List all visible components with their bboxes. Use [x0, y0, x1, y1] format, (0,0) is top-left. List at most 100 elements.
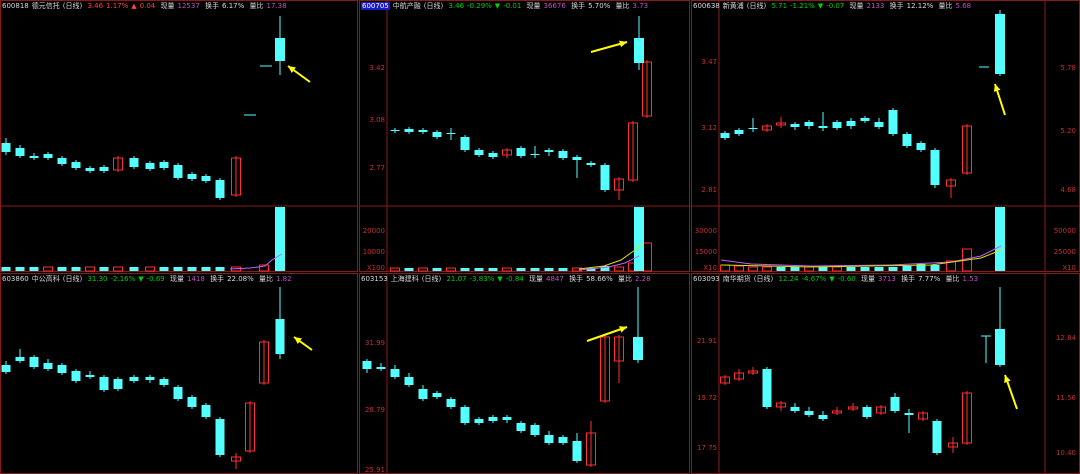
- candle-body: [848, 406, 858, 410]
- pct-change: -0.29%: [467, 2, 492, 10]
- volume-tick-label: 15000: [695, 248, 717, 256]
- candle-body: [904, 413, 914, 415]
- candle-body: [275, 38, 285, 61]
- candle-body: [85, 168, 95, 171]
- candle-body: [446, 399, 456, 407]
- volume-bar: [586, 268, 596, 271]
- volume-bar: [390, 267, 400, 272]
- turnover-label: 换手: [569, 275, 584, 283]
- stock-name: 德元信托: [31, 2, 60, 10]
- volume-bar: [502, 267, 512, 272]
- price-tick-label: 21.91: [697, 337, 717, 345]
- vol-label: 现量: [526, 2, 541, 10]
- volume-bar: [888, 267, 898, 271]
- candle-body: [790, 124, 800, 127]
- candlestick-chart: 3.42 3.08 2.77 20000 10000 X100: [359, 0, 690, 272]
- stock-code: 603153: [361, 275, 388, 283]
- candle-body: [159, 379, 169, 385]
- candle-body: [57, 365, 67, 373]
- pct-change: -2.16%: [110, 275, 136, 283]
- chart-panel-6[interactable]: 603093 南华期货 (日线) 12.24 -4.67% ▼ -0.60 现量 3713 …: [691, 273, 1080, 474]
- pct-change: -1.21%: [790, 2, 815, 10]
- ratio-label: 量比: [618, 275, 632, 283]
- candle-body: [516, 148, 526, 156]
- volume-bar: [71, 267, 81, 271]
- candle-body: [231, 456, 241, 462]
- volume-bar: [460, 268, 470, 271]
- chg-arrow: ▼: [138, 275, 144, 283]
- chg-value: -0.60: [837, 275, 856, 283]
- volume-bar: [99, 267, 109, 271]
- stock-name: 中航产融: [392, 2, 421, 10]
- volume-bar: [404, 268, 414, 271]
- turnover-value: 6.17%: [222, 2, 245, 10]
- volume-bar: [530, 268, 540, 271]
- volume-bar: [762, 266, 772, 272]
- arrow-annotation-icon: [1004, 375, 1011, 383]
- vol-value: 3713: [878, 275, 896, 283]
- chart-panel-2[interactable]: 600705 中航产融 (日线) 3.46 -0.29% ▼ -0.01 现量 36676 …: [359, 0, 690, 272]
- candle-body: [404, 377, 414, 385]
- candle-body: [790, 407, 800, 411]
- chg-arrow: ▼: [497, 275, 503, 283]
- chart-panel-4[interactable]: 603860 中公高科 (日线) 31.30 -2.16% ▼ -0.69 现量 1418 …: [0, 273, 358, 474]
- chart-panel-1[interactable]: 600818 德元信托 (日线) 3.46 1.17% ▲ 0.04 现量 12537 换手…: [0, 0, 358, 272]
- chg-arrow: ▼: [817, 2, 824, 10]
- candle-body: [145, 377, 155, 380]
- volume-bar: [804, 266, 814, 272]
- price-tick-label: 2.77: [369, 164, 385, 172]
- candle-body: [418, 130, 428, 132]
- candle-body: [376, 367, 386, 369]
- panel-border: [0, 273, 358, 474]
- vol-label: 现量: [861, 275, 875, 283]
- volume-bar: [145, 266, 155, 272]
- ratio-label: 量比: [945, 275, 960, 283]
- volume-bar: [201, 267, 211, 271]
- candle-body: [572, 157, 582, 160]
- volume-bar: [902, 266, 912, 271]
- candle-body: [586, 163, 596, 165]
- moving-average-line: [720, 245, 1002, 267]
- candle-body: [846, 121, 856, 126]
- candle-body: [804, 411, 814, 415]
- volume-tick-label: 30000: [695, 227, 717, 235]
- stock-name: 上海建科: [390, 275, 419, 283]
- price-tick-label: 3.08: [369, 116, 385, 124]
- panel-border: [691, 0, 1080, 272]
- ratio-value: 17.38: [266, 2, 287, 10]
- candle-body: [918, 412, 928, 420]
- volume-bar: [946, 260, 956, 272]
- candle-body: [474, 419, 484, 423]
- stock-name: 中公高科: [31, 275, 60, 283]
- arrow-annotation-icon: [288, 66, 296, 74]
- period: (日线): [753, 275, 774, 283]
- quote-header: 600705 中航产融 (日线) 3.46 -0.29% ▼ -0.01 现量 36676 …: [361, 2, 651, 11]
- candle-body: [614, 178, 624, 191]
- chart-panel-5[interactable]: 603153 上海建科 (日线) 21.07 -3.83% ▼ -0.84 现量 4847 …: [359, 273, 690, 474]
- price-tick-label: 2.81: [701, 186, 717, 194]
- period: (日线): [746, 2, 767, 10]
- volume-bar: [846, 267, 856, 271]
- volume-bar: [748, 266, 758, 272]
- volume-unit-label: X10: [1062, 264, 1076, 272]
- price-tick-label: 3.42: [369, 64, 385, 72]
- candle-body: [404, 129, 414, 132]
- vol-label: 现量: [529, 275, 543, 283]
- volume-bar: [446, 267, 456, 272]
- candle-body: [818, 126, 828, 128]
- candle-body: [544, 435, 554, 443]
- candle-body: [748, 128, 758, 129]
- candle-body: [995, 329, 1005, 365]
- candle-body: [99, 377, 109, 390]
- candle-body: [860, 118, 870, 121]
- ratio-label: 量比: [259, 275, 273, 283]
- candle-body: [159, 162, 169, 168]
- candle-body: [804, 122, 814, 126]
- volume-bar: [832, 266, 842, 272]
- turnover-value: 5.70%: [588, 2, 611, 10]
- candle-body: [962, 392, 972, 444]
- candlestick-chart: 31.99 28.79 25.91: [359, 273, 690, 474]
- chart-panel-3[interactable]: 600638 新黄浦 (日线) 5.71 -1.21% ▼ -0.07 现量 2133 换手…: [691, 0, 1080, 272]
- volume-bar: [275, 207, 285, 271]
- price-tick-label: 4.68: [1060, 186, 1076, 194]
